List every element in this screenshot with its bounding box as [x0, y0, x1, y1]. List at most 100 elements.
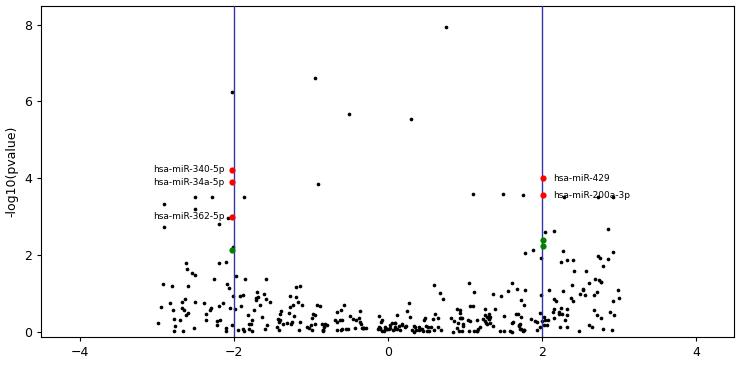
- Point: [519, 250, 531, 256]
- Point: [226, 89, 238, 95]
- Point: [318, 324, 330, 330]
- Point: [188, 324, 200, 330]
- Point: [537, 193, 549, 199]
- Point: [354, 308, 366, 314]
- Point: [481, 322, 493, 327]
- Point: [517, 328, 528, 334]
- Point: [467, 191, 479, 196]
- Point: [389, 320, 401, 326]
- Point: [451, 306, 463, 312]
- Point: [224, 306, 236, 311]
- Point: [513, 323, 525, 329]
- Point: [383, 326, 394, 331]
- Point: [479, 312, 491, 318]
- Point: [295, 320, 306, 326]
- Point: [374, 326, 386, 332]
- Point: [180, 296, 192, 301]
- Point: [591, 312, 603, 318]
- Point: [376, 328, 388, 334]
- Point: [588, 307, 599, 313]
- Point: [448, 318, 460, 323]
- Point: [497, 328, 509, 334]
- Point: [514, 321, 526, 327]
- Point: [419, 318, 431, 323]
- Point: [537, 237, 549, 243]
- Point: [332, 309, 343, 315]
- Point: [417, 328, 428, 334]
- Point: [283, 293, 295, 299]
- Point: [157, 281, 169, 287]
- Point: [535, 292, 547, 298]
- Point: [434, 290, 445, 296]
- Point: [337, 302, 349, 308]
- Point: [237, 326, 249, 332]
- Point: [463, 328, 475, 334]
- Point: [379, 324, 391, 330]
- Point: [456, 328, 468, 334]
- Point: [168, 316, 180, 322]
- Point: [588, 292, 600, 298]
- Point: [349, 325, 361, 331]
- Point: [531, 327, 542, 333]
- Point: [561, 306, 573, 312]
- Point: [243, 321, 255, 327]
- Point: [548, 306, 559, 312]
- Point: [384, 325, 396, 331]
- Point: [550, 298, 562, 304]
- Point: [238, 195, 250, 200]
- Point: [239, 276, 251, 281]
- Point: [454, 307, 466, 313]
- Point: [357, 325, 369, 331]
- Point: [519, 327, 531, 333]
- Point: [246, 328, 258, 334]
- Point: [480, 318, 491, 324]
- Point: [536, 318, 548, 324]
- Point: [537, 175, 549, 181]
- Point: [543, 288, 555, 293]
- Point: [482, 314, 494, 320]
- Point: [312, 181, 324, 187]
- Point: [226, 167, 238, 173]
- Point: [566, 282, 578, 288]
- Point: [579, 292, 591, 298]
- Point: [246, 317, 258, 323]
- Point: [344, 313, 356, 319]
- Point: [467, 303, 479, 309]
- Point: [428, 327, 440, 333]
- Point: [405, 116, 417, 122]
- Point: [602, 226, 614, 232]
- Point: [384, 322, 396, 328]
- Point: [379, 326, 391, 331]
- Point: [309, 75, 320, 81]
- Point: [420, 323, 432, 329]
- Point: [155, 304, 167, 310]
- Point: [408, 323, 420, 329]
- Point: [321, 322, 333, 328]
- Point: [387, 327, 399, 333]
- Point: [557, 288, 569, 293]
- Point: [243, 326, 255, 332]
- Point: [283, 310, 295, 316]
- Point: [389, 320, 401, 326]
- Point: [595, 279, 607, 285]
- Point: [334, 317, 346, 323]
- Point: [258, 291, 270, 297]
- Point: [468, 328, 480, 334]
- Point: [189, 299, 201, 305]
- Point: [340, 326, 352, 332]
- Point: [204, 307, 216, 313]
- Point: [221, 325, 232, 331]
- Point: [189, 206, 201, 212]
- Point: [180, 260, 192, 266]
- Point: [515, 326, 527, 332]
- Point: [221, 328, 232, 334]
- Point: [295, 284, 306, 289]
- Point: [577, 286, 589, 292]
- Point: [422, 324, 434, 330]
- Point: [316, 322, 328, 327]
- Point: [386, 320, 398, 326]
- Point: [511, 286, 522, 292]
- Point: [260, 296, 272, 302]
- Point: [357, 325, 369, 331]
- Point: [152, 320, 164, 326]
